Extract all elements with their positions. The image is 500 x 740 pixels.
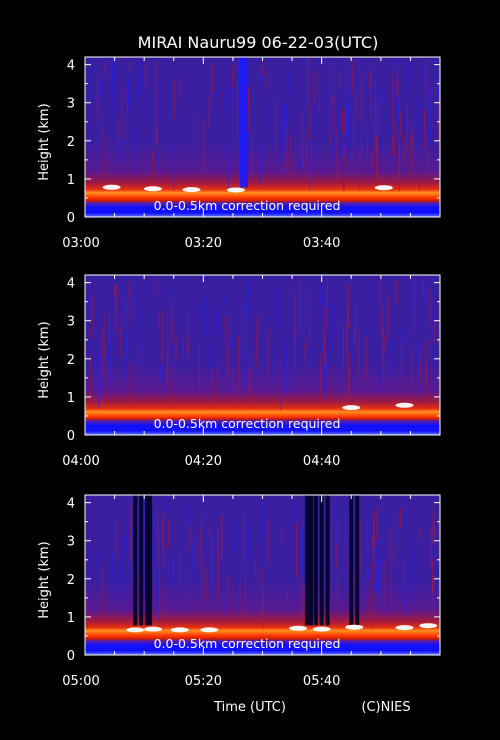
cloud-echo-peak <box>200 627 219 633</box>
y-tick-label: 0 <box>67 211 75 226</box>
signal-dropout-column <box>355 495 360 626</box>
x-tick-label: 05:00 <box>62 674 99 689</box>
y-axis-label: Height (km) <box>37 321 52 398</box>
signal-dropout-column <box>304 495 309 626</box>
chart-title: MIRAI Nauru99 06-22-03(UTC) <box>138 33 379 52</box>
x-tick-label: 03:00 <box>62 236 99 251</box>
y-tick-label: 4 <box>67 59 75 74</box>
x-tick-label: 04:40 <box>303 454 340 469</box>
panel-2: 0 1 2 3 4 04:00 04:20 04:40 Height (km) 0.0-0.5km… <box>37 274 441 469</box>
heatmap-streaks <box>85 57 440 192</box>
y-tick-label: 3 <box>67 97 75 112</box>
cloud-echo-peak <box>144 186 162 192</box>
heatmap-field <box>85 57 440 217</box>
cloud-echo-peak <box>345 624 364 630</box>
cloud-echo-peak <box>395 625 414 631</box>
signal-dropout-column <box>243 57 248 188</box>
y-tick-label: 2 <box>67 135 75 150</box>
x-tick-label: 03:40 <box>303 236 340 251</box>
correction-annotation: 0.0-0.5km correction required <box>154 198 341 213</box>
cloud-echo-peak <box>226 187 245 193</box>
y-tick-label: 1 <box>67 391 75 406</box>
heatmap-field <box>85 275 440 435</box>
y-tick-label: 0 <box>67 649 75 664</box>
correction-annotation: 0.0-0.5km correction required <box>154 636 341 651</box>
y-tick-label: 0 <box>67 429 75 444</box>
panels-group: 0 1 2 3 4 03:00 03:20 03:40 Height (km) 0.0-0.5km… <box>37 56 441 689</box>
cloud-echo-peak <box>182 187 201 193</box>
signal-dropout-column <box>148 495 153 626</box>
y-tick-label: 4 <box>67 277 75 292</box>
x-tick-label: 03:20 <box>185 236 222 251</box>
correction-annotation: 0.0-0.5km correction required <box>154 416 341 431</box>
y-tick-label: 2 <box>67 573 75 588</box>
cloud-echo-peak <box>102 184 121 190</box>
x-axis-label: Time (UTC) <box>213 700 286 715</box>
y-tick-label: 4 <box>67 497 75 512</box>
cloud-echo-peak <box>126 627 145 633</box>
signal-dropout-column <box>349 495 354 626</box>
cloud-echo-peak <box>419 623 438 629</box>
y-tick-label: 1 <box>67 611 75 626</box>
signal-dropout-column <box>309 495 313 626</box>
x-tick-label: 05:20 <box>185 674 222 689</box>
signal-dropout-column <box>133 495 138 626</box>
y-axis-label: Height (km) <box>37 541 52 618</box>
x-tick-label: 04:20 <box>185 454 222 469</box>
x-tick-label: 04:00 <box>62 454 99 469</box>
y-tick-label: 1 <box>67 173 75 188</box>
panel-3: 0 1 2 3 4 05:00 05:20 05:40 Height (km) 0.0-0.5km… <box>37 494 441 689</box>
y-tick-label: 2 <box>67 353 75 368</box>
cloud-echo-peak <box>144 626 162 632</box>
credit-label: (C)NIES <box>361 700 410 715</box>
y-tick-label: 3 <box>67 315 75 330</box>
panel-1: 0 1 2 3 4 03:00 03:20 03:40 Height (km) 0.0-0.5km… <box>37 56 441 251</box>
cloud-echo-peak <box>374 185 393 191</box>
x-tick-label: 05:40 <box>303 674 340 689</box>
cloud-echo-peak <box>170 627 189 633</box>
cloud-echo-peak <box>342 405 361 411</box>
heatmap-streaks <box>85 276 438 411</box>
cloud-echo-peak <box>312 626 331 632</box>
y-tick-label: 3 <box>67 535 75 550</box>
cloud-echo-peak <box>289 625 307 631</box>
signal-dropout-column <box>139 495 144 626</box>
signal-dropout-column <box>325 495 330 626</box>
y-axis-label: Height (km) <box>37 103 52 180</box>
signal-dropout-column <box>239 57 244 188</box>
cloud-echo-peak <box>395 402 414 408</box>
signal-dropout-column <box>319 495 324 626</box>
signal-dropout-column <box>145 495 150 626</box>
signal-dropout-column <box>313 495 318 626</box>
